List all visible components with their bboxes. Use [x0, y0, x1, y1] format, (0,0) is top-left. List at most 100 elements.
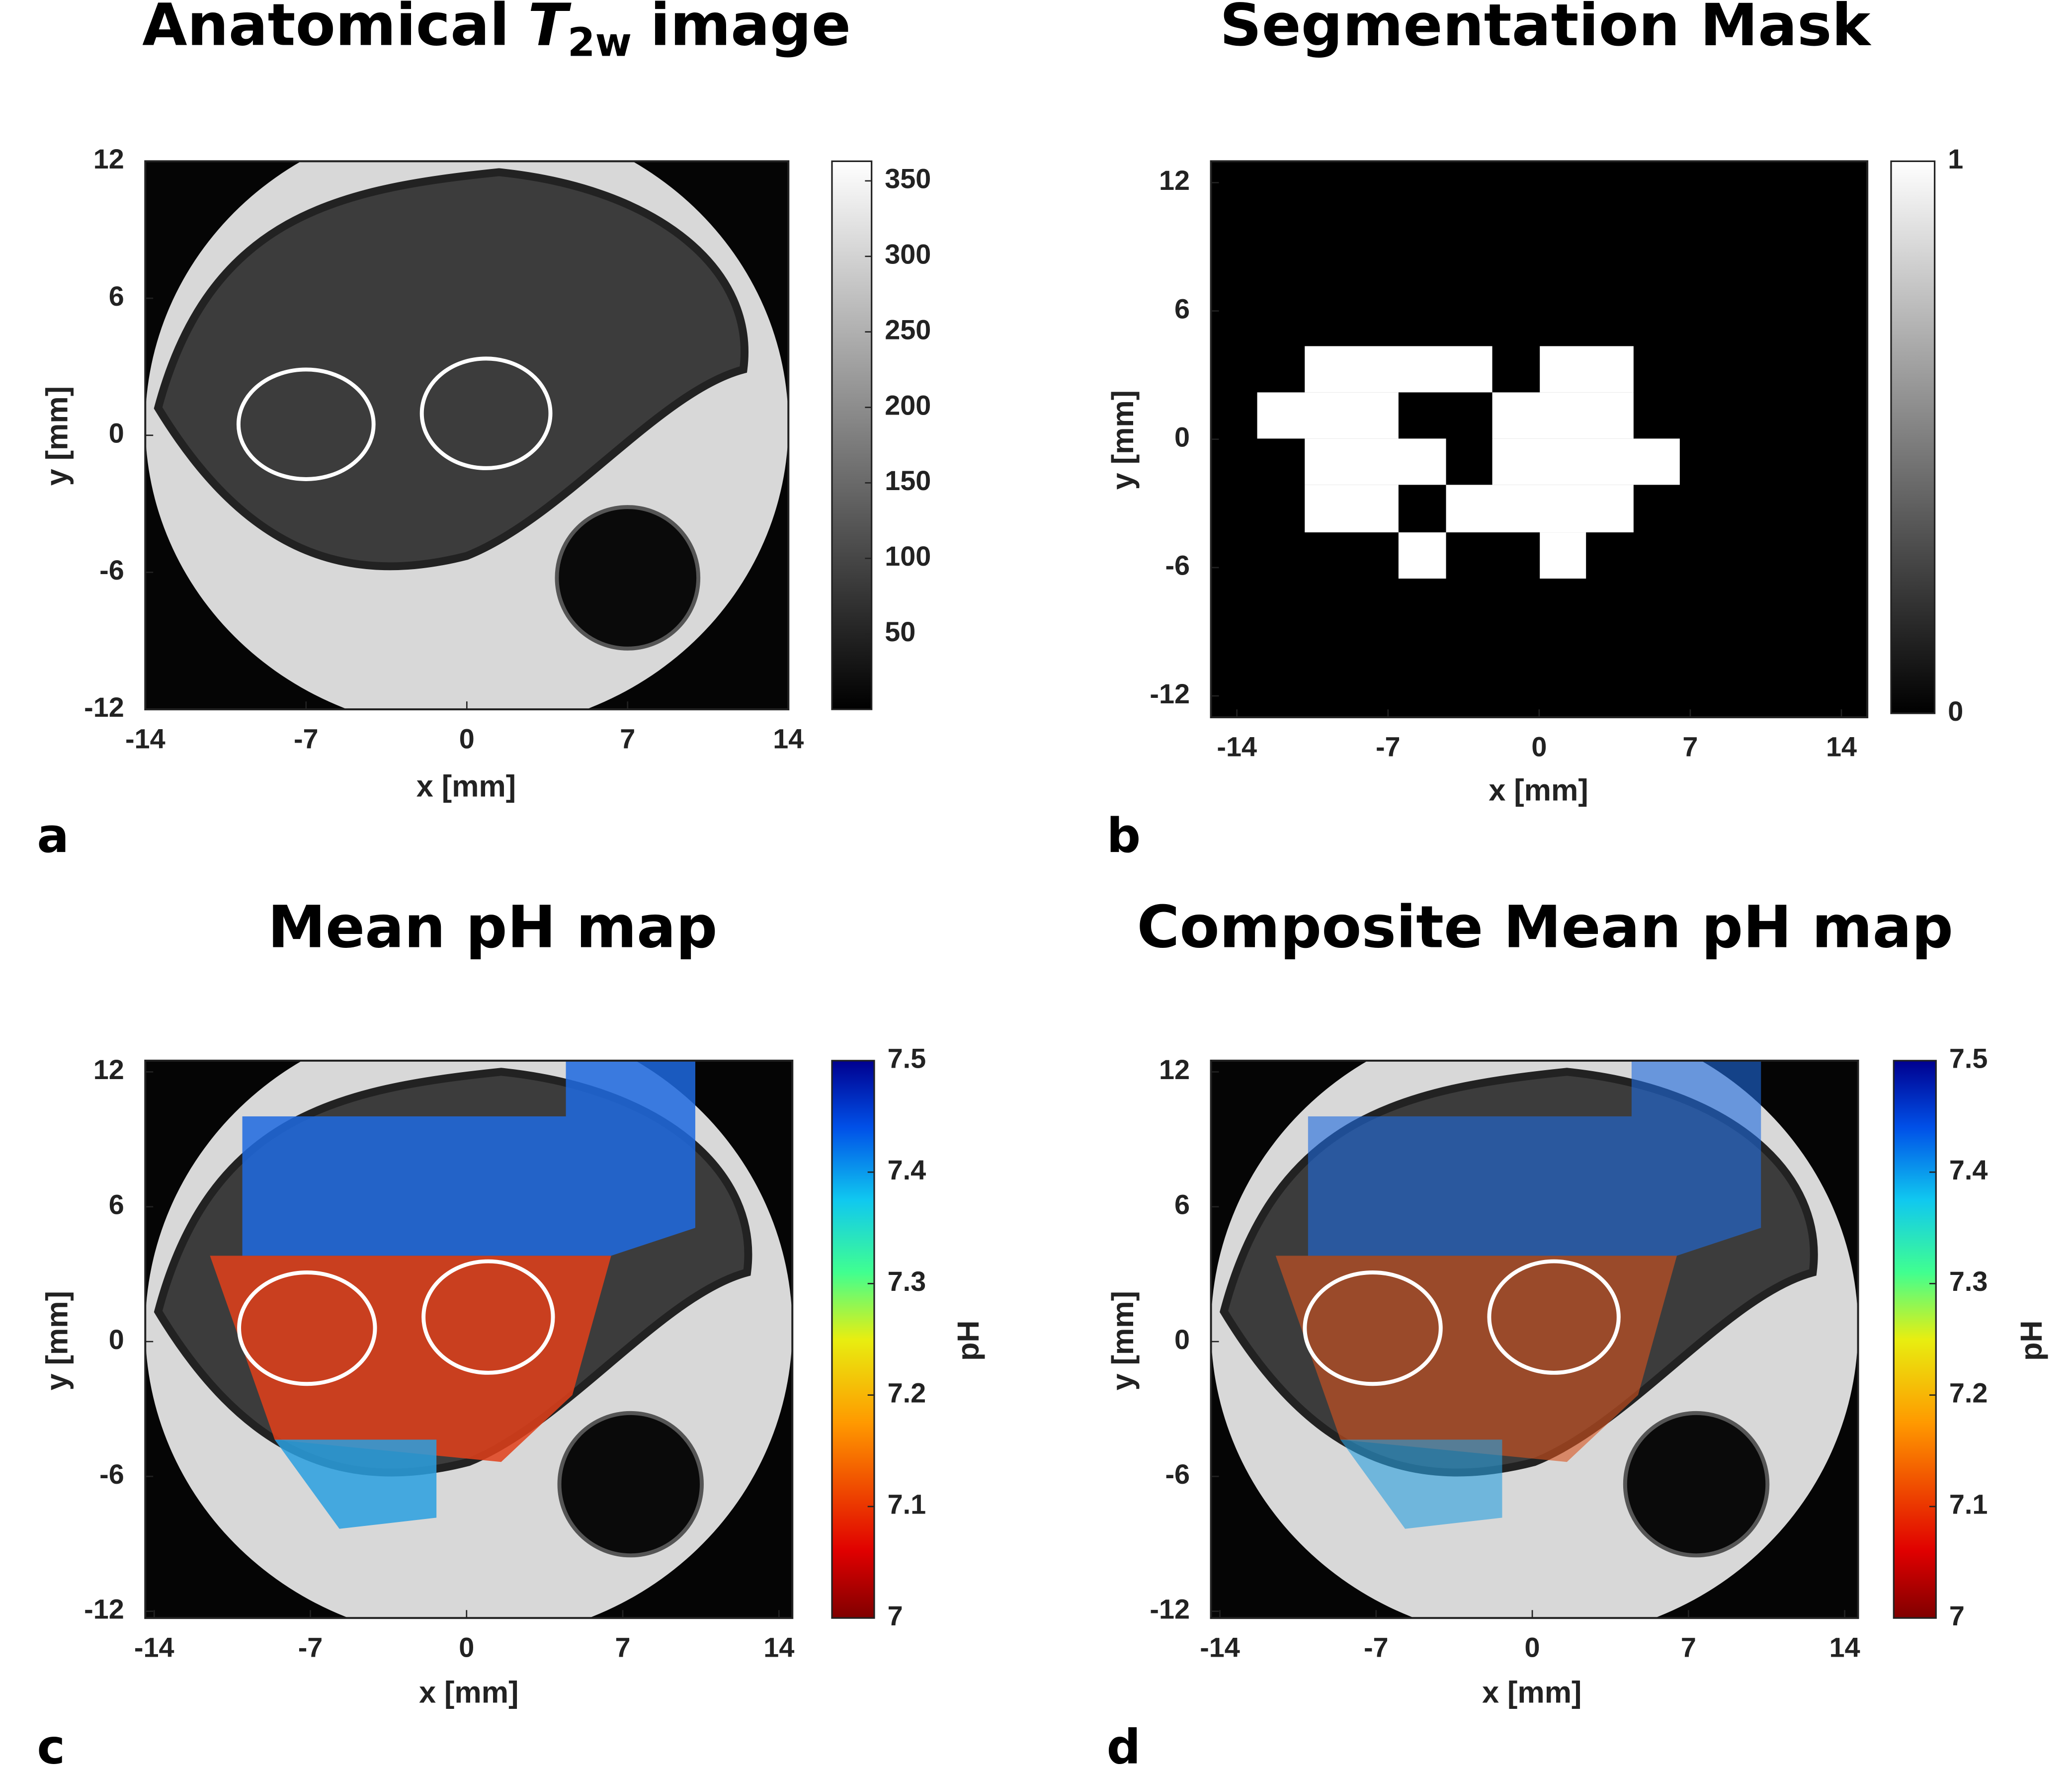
ph-mid: [1340, 1439, 1502, 1529]
mask-cell: [1540, 532, 1586, 579]
title-subscript: 2w: [568, 19, 632, 66]
colorbar-tick-label: 300: [885, 239, 931, 270]
x-tick-label: 0: [1531, 731, 1547, 762]
x-axis-label: x [mm]: [419, 1675, 518, 1709]
x-tick-label: -14: [134, 1632, 174, 1663]
x-tick-label: 0: [459, 723, 475, 755]
x-tick-label: 7: [1682, 731, 1698, 762]
y-axis-label: y [mm]: [40, 1291, 74, 1390]
colorbar: [1890, 160, 1936, 714]
ph-mid: [274, 1439, 437, 1529]
colorbar-tick-label: 0: [1948, 695, 1963, 727]
x-tick-label: -7: [1376, 731, 1401, 762]
panel: -14 -7 0 7 14 -12 -6 0 6 12 x [mm] y [mm] 50 100 150 20…: [37, 0, 931, 863]
x-tick-label: -7: [294, 723, 319, 755]
x-tick-label: -14: [1217, 731, 1257, 762]
colorbar-tick-label: 7.1: [1949, 1489, 1988, 1520]
image-content: [145, 161, 789, 710]
y-tick-label: 0: [1174, 421, 1190, 452]
panel: -14 -7 0 7 14 -12 -6 0 6 12 x [mm] y [mm] 7 7.1 7.2 7.3…: [1106, 893, 2048, 1770]
colorbar-tick-label: 7.2: [888, 1377, 926, 1408]
colorbar-tick-label: 7.4: [888, 1154, 926, 1185]
x-tick-label: 0: [459, 1632, 474, 1663]
x-tick-label: 14: [1829, 1632, 1860, 1663]
panel: -14 -7 0 7 14 -12 -6 0 6 12 x [mm] y [mm] 0 1 Segmenta…: [1106, 0, 1963, 863]
y-tick-label: -12: [84, 691, 124, 723]
panel-letter: d: [1107, 1719, 1141, 1770]
y-axis-label: y [mm]: [40, 386, 74, 486]
title-text: Anatomical: [142, 0, 509, 59]
axes-frame: [144, 1059, 794, 1619]
y-tick-label: 6: [109, 280, 124, 312]
colorbar-tick-label: 1: [1948, 143, 1963, 174]
colorbar: [1893, 1060, 1937, 1619]
colorbar-tick-label: 250: [885, 314, 931, 345]
y-tick-label: 12: [1159, 165, 1190, 196]
x-axis-label: x [mm]: [416, 769, 516, 803]
title-text: image: [650, 0, 851, 59]
title-symbol: T: [528, 0, 572, 59]
y-tick-label: 12: [93, 143, 124, 174]
ph-high: [242, 1060, 695, 1256]
y-tick-label: -12: [1150, 1593, 1190, 1624]
mask-cell: [1540, 346, 1634, 393]
x-tick-label: 0: [1525, 1632, 1540, 1663]
colorbar-label: pH: [2014, 1320, 2048, 1360]
x-tick-label: 14: [1826, 731, 1857, 762]
mask-cell: [1398, 532, 1446, 579]
mask-cell: [1305, 346, 1492, 393]
panel-title: Segmentation Mask: [1220, 0, 1871, 59]
y-axis-label: y [mm]: [1106, 1291, 1140, 1390]
y-axis-label: y [mm]: [1106, 390, 1140, 490]
mask-cell: [1305, 438, 1446, 485]
roi: [421, 1259, 555, 1375]
colorbar-tick-label: 7.3: [1949, 1265, 1988, 1297]
colorbar-tick-label: 7: [1949, 1600, 1965, 1631]
x-tick-label: 14: [763, 1632, 794, 1663]
panel-letter: c: [37, 1719, 65, 1770]
panel-title: Anatomical T2w image: [142, 0, 851, 66]
x-tick-label: 7: [620, 723, 635, 755]
cavity: [555, 505, 701, 651]
y-tick-label: 0: [109, 1324, 124, 1355]
y-tick-label: -6: [99, 554, 124, 586]
colorbar-tick-label: 350: [885, 163, 931, 194]
panel: -14 -7 0 7 14 -12 -6 0 6 12 x [mm] y [mm] 7 7.1 7.2 7.3…: [37, 893, 985, 1770]
x-tick-label: 7: [615, 1632, 631, 1663]
y-tick-label: 6: [1174, 1189, 1190, 1220]
ph-high: [1308, 1060, 1761, 1256]
y-tick-label: -6: [99, 1458, 124, 1490]
y-tick-label: -12: [1150, 678, 1190, 709]
x-axis-label: x [mm]: [1482, 1675, 1581, 1709]
panel-title: Composite Mean pH map: [1137, 893, 1954, 961]
colorbar-tick-label: 7: [888, 1600, 903, 1631]
colorbar-label: pH: [951, 1320, 985, 1360]
x-tick-label: -14: [1200, 1632, 1240, 1663]
cavity: [1623, 1411, 1770, 1558]
y-tick-label: 6: [109, 1189, 124, 1220]
colorbar-tick-label: 7.4: [1949, 1154, 1988, 1185]
panel-letter: b: [1107, 808, 1141, 863]
x-tick-label: 14: [773, 723, 804, 755]
ph-low: [1275, 1256, 1677, 1462]
y-tick-label: 0: [109, 417, 124, 448]
x-tick-label: 7: [1681, 1632, 1696, 1663]
x-axis-label: x [mm]: [1489, 773, 1588, 807]
roi: [236, 367, 376, 481]
mask-cell: [1446, 485, 1634, 533]
roi: [419, 356, 553, 470]
mask-cell: [1492, 392, 1634, 439]
colorbar-tick-label: 7.1: [888, 1489, 926, 1520]
roi: [1303, 1270, 1443, 1386]
y-tick-label: 12: [1159, 1054, 1190, 1085]
colorbar: [831, 160, 873, 710]
colorbar: [831, 1060, 875, 1619]
colorbar-tick-label: 200: [885, 389, 931, 421]
panel-title: Mean pH map: [268, 893, 718, 961]
y-tick-label: 0: [1174, 1324, 1190, 1355]
colorbar-tick-label: 7.3: [888, 1265, 926, 1297]
roi: [1487, 1259, 1621, 1375]
colorbar-tick-label: 150: [885, 465, 931, 496]
panel-letter: a: [37, 808, 69, 863]
